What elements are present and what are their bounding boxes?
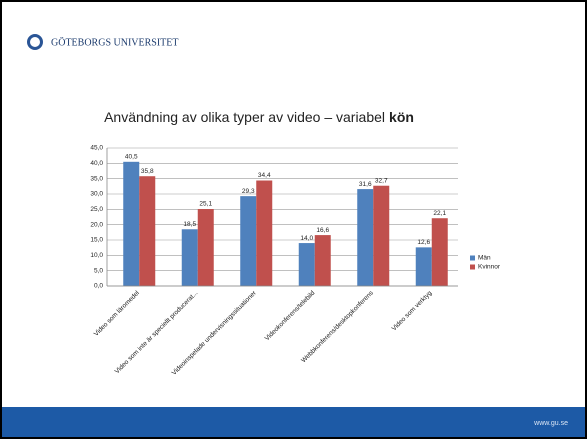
legend-swatch: [470, 264, 475, 270]
bar: [415, 247, 432, 286]
value-label: 34,4: [258, 172, 271, 179]
bar: [181, 229, 198, 286]
bar: [298, 243, 315, 286]
bar: [373, 185, 390, 286]
bar: [256, 180, 273, 286]
value-label: 12,6: [417, 239, 430, 246]
legend-swatch: [470, 255, 475, 261]
y-tick-label: 40,0: [90, 160, 103, 167]
logo-inner: [30, 37, 40, 47]
bar: [139, 176, 156, 286]
bar: [431, 218, 448, 286]
value-label: 32,7: [375, 177, 388, 184]
legend-label: Män: [478, 255, 491, 262]
slide-background: [2, 2, 585, 407]
y-tick-label: 15,0: [90, 237, 103, 244]
value-label: 18,5: [183, 221, 196, 228]
y-tick-label: 30,0: [90, 191, 103, 198]
value-label: 25,1: [199, 201, 212, 208]
title-text: Användning av olika typer av video – var…: [104, 109, 385, 125]
title-emphasis: kön: [389, 109, 414, 125]
value-label: 35,8: [141, 168, 154, 175]
bar: [357, 189, 374, 286]
legend-label: Kvinnor: [478, 264, 501, 271]
y-tick-label: 10,0: [90, 252, 103, 259]
bar: [123, 161, 140, 286]
y-tick-label: 45,0: [90, 145, 103, 152]
y-tick-label: 35,0: [90, 175, 103, 182]
footer-band: [2, 407, 585, 437]
y-tick-label: 25,0: [90, 206, 103, 213]
footer-url: www.gu.se: [533, 420, 568, 427]
bar: [240, 196, 257, 286]
value-label: 40,5: [125, 154, 138, 161]
chart-title: Användning av olika typer av video – var…: [104, 109, 414, 125]
value-label: 16,6: [316, 227, 329, 234]
y-tick-label: 20,0: [90, 221, 103, 228]
value-label: 31,6: [359, 181, 372, 188]
value-label: 29,3: [242, 188, 255, 195]
logo-text: GÖTEBORGS UNIVERSITET: [51, 36, 179, 48]
y-tick-label: 5,0: [94, 267, 103, 274]
value-label: 22,1: [433, 210, 446, 217]
bar: [197, 209, 214, 286]
bar: [314, 235, 331, 286]
value-label: 14,0: [300, 235, 313, 242]
y-tick-label: 0,0: [94, 283, 103, 290]
